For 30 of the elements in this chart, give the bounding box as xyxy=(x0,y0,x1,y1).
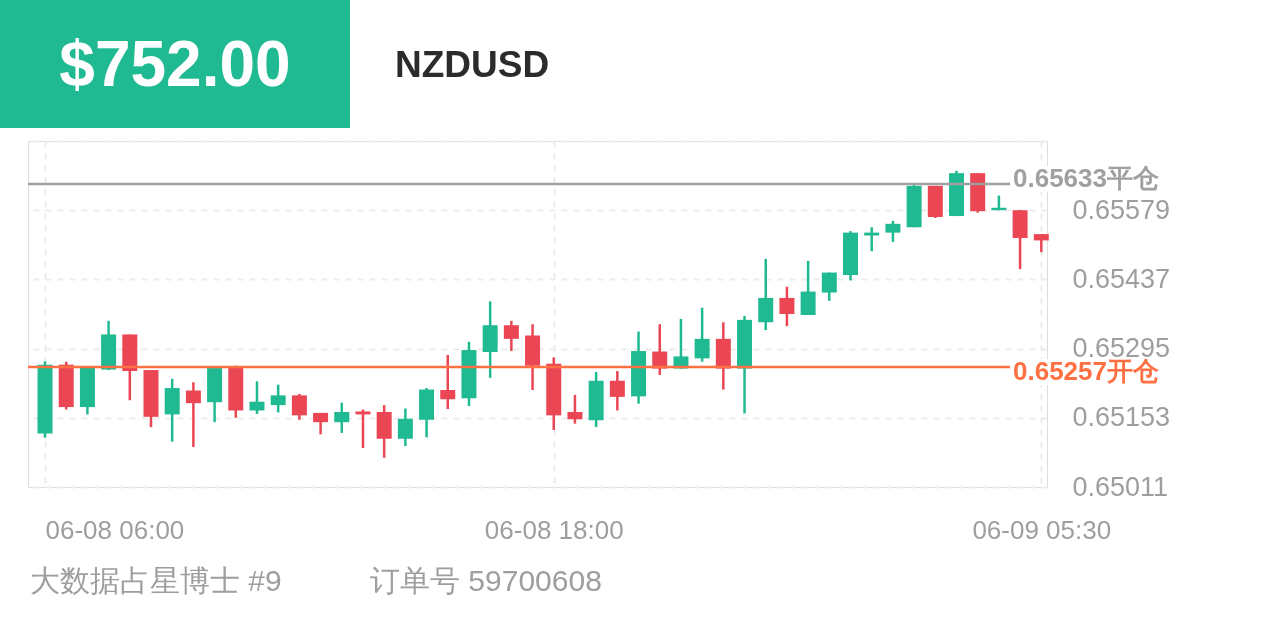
chart-subtitle: NZDUSD xyxy=(395,44,550,85)
candlestick xyxy=(885,219,901,244)
candlestick xyxy=(609,369,625,412)
y-tick-label: 0.65579 xyxy=(1072,194,1171,225)
candlestick xyxy=(1033,232,1049,254)
text: 订单号 59700608 xyxy=(370,564,602,597)
candlestick xyxy=(355,408,371,450)
candlestick xyxy=(779,285,795,328)
candlestick xyxy=(864,226,880,253)
candlestick xyxy=(291,392,307,421)
x-tick-label: 06-08 06:00 xyxy=(45,514,185,545)
chart-title: $752.00 xyxy=(59,28,291,100)
y-tick-label: 0.65437 xyxy=(1072,263,1171,294)
candlestick xyxy=(270,383,286,414)
candlestick xyxy=(397,407,413,448)
x-tick-label: 06-09 05:30 xyxy=(972,514,1112,545)
candlestick xyxy=(440,353,456,411)
candlestick xyxy=(249,380,265,416)
text: 大数据占星博士 #9 xyxy=(30,564,282,597)
x-tick-label: 06-08 18:00 xyxy=(484,514,624,545)
candlestick xyxy=(334,401,350,435)
candlestick xyxy=(800,259,816,317)
ref-line-label: 0.65633平仓 xyxy=(1013,162,1159,193)
candlestick xyxy=(821,271,837,303)
y-tick-label: 0.65011 xyxy=(1072,471,1169,502)
y-tick-label: 0.65153 xyxy=(1072,402,1171,433)
candlestick xyxy=(185,380,201,449)
candlestick xyxy=(567,393,583,425)
candlestick xyxy=(694,306,710,364)
candlestick xyxy=(503,319,519,353)
